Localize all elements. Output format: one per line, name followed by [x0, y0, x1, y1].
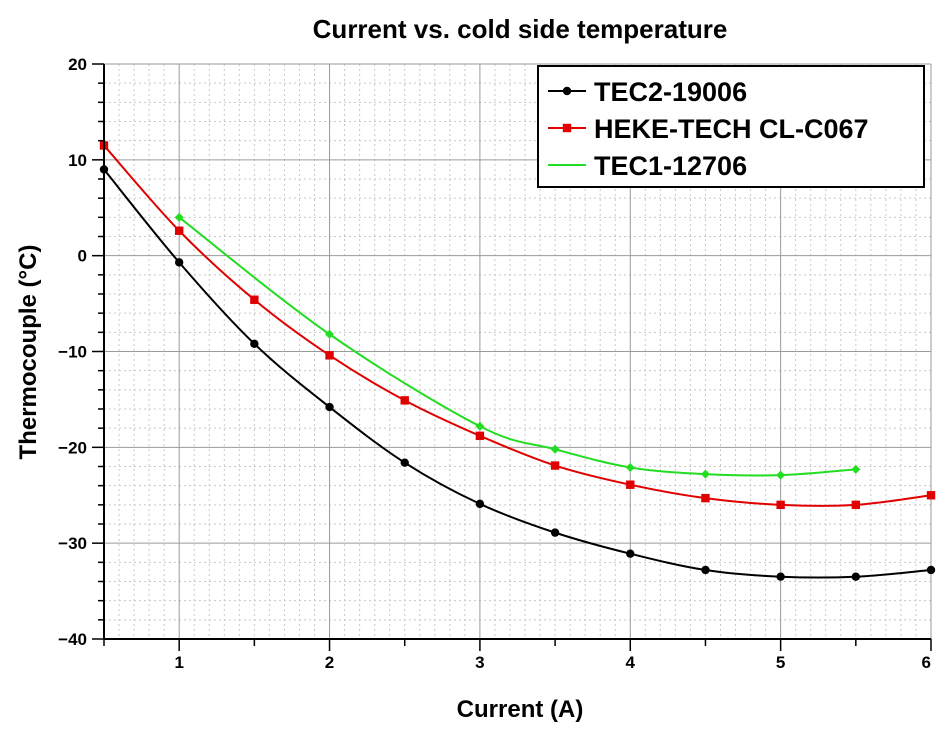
x-axis-label: Current (A): [457, 696, 584, 723]
y-tick-label: 10: [68, 151, 87, 170]
y-tick-label: −10: [58, 343, 87, 362]
x-tick-label: 1: [174, 653, 183, 672]
x-tick-label: 2: [325, 653, 334, 672]
legend: TEC2-19006 HEKE-TECH CL-C067 TEC1-12706: [537, 65, 925, 188]
data-point: [250, 295, 259, 304]
data-point: [562, 123, 572, 133]
data-point: [174, 258, 184, 267]
data-point: [475, 499, 485, 509]
y-tick-label: 20: [68, 55, 87, 74]
series-line: [103, 144, 932, 507]
data-point: [926, 565, 936, 575]
series-2: [174, 212, 861, 480]
data-point: [550, 461, 560, 470]
data-point: [250, 339, 259, 349]
x-tick-label: 3: [475, 653, 484, 672]
data-point: [625, 462, 635, 472]
data-point: [851, 464, 861, 474]
data-point: [926, 491, 936, 500]
data-point: [475, 431, 485, 441]
legend-label: TEC2-19006: [594, 77, 747, 107]
data-point: [776, 572, 785, 581]
data-point: [325, 402, 334, 412]
legend-label: TEC1-12706: [594, 151, 747, 181]
data-point: [626, 480, 635, 489]
data-point: [776, 500, 785, 510]
data-point: [325, 329, 335, 339]
data-point: [700, 469, 710, 479]
data-point: [400, 396, 409, 405]
data-point: [851, 572, 861, 581]
data-point: [174, 212, 184, 222]
y-tick-label: −40: [58, 630, 87, 649]
data-point: [626, 549, 635, 558]
data-point: [550, 444, 560, 454]
tick-labels: 1 2 3 4 5 6 20 10 0 −10 −20 −30 −40: [58, 55, 931, 672]
data-point: [550, 528, 560, 537]
series-0: [99, 165, 936, 581]
y-axis-label: Thermocouple (°C): [15, 245, 42, 460]
y-tick-label: −30: [58, 534, 87, 553]
data-point: [851, 500, 861, 510]
y-tick-label: −20: [58, 438, 87, 457]
data-point: [475, 421, 485, 431]
data-point: [400, 458, 409, 467]
data-point: [562, 86, 572, 96]
x-tick-label: 5: [776, 653, 785, 672]
data-point: [174, 226, 184, 235]
x-tick-label: 6: [922, 653, 931, 672]
series-line: [103, 168, 932, 579]
chart-title: Current vs. cold side temperature: [313, 14, 728, 44]
axes: [92, 63, 932, 651]
x-tick-label: 4: [626, 653, 636, 672]
legend-box: [537, 65, 925, 188]
series-layer: [99, 141, 936, 581]
data-point: [701, 565, 710, 575]
legend-label: HEKE-TECH CL-C067: [594, 114, 869, 144]
data-point: [325, 351, 334, 360]
data-point: [701, 493, 710, 503]
y-tick-label: 0: [78, 247, 87, 266]
data-point: [776, 470, 786, 480]
series-1: [99, 141, 936, 510]
